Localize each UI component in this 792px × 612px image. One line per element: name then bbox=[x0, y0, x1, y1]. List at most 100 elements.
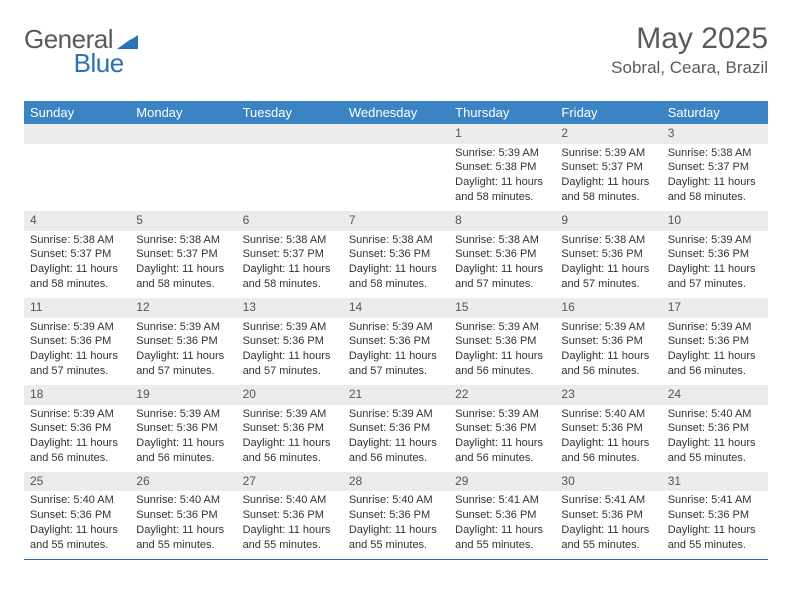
day-number: 16 bbox=[555, 298, 661, 318]
day-cell-body: Sunrise: 5:39 AMSunset: 5:36 PMDaylight:… bbox=[662, 231, 768, 298]
day-cell-body bbox=[343, 144, 449, 211]
day-cell-number: 16 bbox=[555, 298, 661, 318]
day-cell-number: 7 bbox=[343, 211, 449, 231]
day-details: Sunrise: 5:38 AMSunset: 5:37 PMDaylight:… bbox=[662, 144, 768, 211]
day-number: 13 bbox=[237, 298, 343, 318]
day-details: Sunrise: 5:39 AMSunset: 5:36 PMDaylight:… bbox=[24, 318, 130, 385]
day-header: Saturday bbox=[662, 101, 768, 124]
calendar-head: SundayMondayTuesdayWednesdayThursdayFrid… bbox=[24, 101, 768, 124]
day-details: Sunrise: 5:39 AMSunset: 5:36 PMDaylight:… bbox=[555, 318, 661, 385]
week-body: Sunrise: 5:39 AMSunset: 5:36 PMDaylight:… bbox=[24, 318, 768, 385]
day-cell-number: 23 bbox=[555, 385, 661, 405]
day-cell-number bbox=[343, 124, 449, 144]
day-details: Sunrise: 5:39 AMSunset: 5:36 PMDaylight:… bbox=[662, 318, 768, 385]
day-cell-number: 18 bbox=[24, 385, 130, 405]
day-cell-body: Sunrise: 5:38 AMSunset: 5:36 PMDaylight:… bbox=[343, 231, 449, 298]
day-cell-body: Sunrise: 5:39 AMSunset: 5:38 PMDaylight:… bbox=[449, 144, 555, 211]
day-cell-body: Sunrise: 5:40 AMSunset: 5:36 PMDaylight:… bbox=[237, 491, 343, 559]
day-number: 17 bbox=[662, 298, 768, 318]
brand-part2: Blue bbox=[74, 48, 124, 79]
day-number: 8 bbox=[449, 211, 555, 231]
day-cell-body: Sunrise: 5:39 AMSunset: 5:36 PMDaylight:… bbox=[449, 318, 555, 385]
day-details: Sunrise: 5:38 AMSunset: 5:37 PMDaylight:… bbox=[24, 231, 130, 298]
day-cell-body: Sunrise: 5:40 AMSunset: 5:36 PMDaylight:… bbox=[662, 405, 768, 472]
day-cell-body: Sunrise: 5:39 AMSunset: 5:36 PMDaylight:… bbox=[130, 405, 236, 472]
title-block: May 2025 Sobral, Ceara, Brazil bbox=[611, 24, 768, 78]
day-cell-number: 14 bbox=[343, 298, 449, 318]
day-details: Sunrise: 5:38 AMSunset: 5:37 PMDaylight:… bbox=[237, 231, 343, 298]
day-header: Thursday bbox=[449, 101, 555, 124]
day-details: Sunrise: 5:39 AMSunset: 5:36 PMDaylight:… bbox=[130, 405, 236, 472]
day-cell-body bbox=[130, 144, 236, 211]
day-details: Sunrise: 5:39 AMSunset: 5:38 PMDaylight:… bbox=[449, 144, 555, 211]
day-details: Sunrise: 5:40 AMSunset: 5:36 PMDaylight:… bbox=[555, 405, 661, 472]
day-cell-body: Sunrise: 5:39 AMSunset: 5:36 PMDaylight:… bbox=[343, 405, 449, 472]
day-number: 5 bbox=[130, 211, 236, 231]
day-details: Sunrise: 5:40 AMSunset: 5:36 PMDaylight:… bbox=[662, 405, 768, 472]
day-details: Sunrise: 5:41 AMSunset: 5:36 PMDaylight:… bbox=[449, 491, 555, 558]
month-title: May 2025 bbox=[611, 24, 768, 54]
day-header: Wednesday bbox=[343, 101, 449, 124]
week-numbers: 18192021222324 bbox=[24, 385, 768, 405]
day-cell-number: 2 bbox=[555, 124, 661, 144]
day-cell-body: Sunrise: 5:39 AMSunset: 5:36 PMDaylight:… bbox=[343, 318, 449, 385]
day-cell-number: 26 bbox=[130, 472, 236, 492]
week-body: Sunrise: 5:38 AMSunset: 5:37 PMDaylight:… bbox=[24, 231, 768, 298]
day-cell-number: 29 bbox=[449, 472, 555, 492]
day-details: Sunrise: 5:41 AMSunset: 5:36 PMDaylight:… bbox=[555, 491, 661, 558]
day-number: 10 bbox=[662, 211, 768, 231]
day-cell-body: Sunrise: 5:38 AMSunset: 5:37 PMDaylight:… bbox=[237, 231, 343, 298]
day-number: 21 bbox=[343, 385, 449, 405]
week-numbers: 25262728293031 bbox=[24, 472, 768, 492]
day-details bbox=[237, 144, 343, 196]
day-number: 9 bbox=[555, 211, 661, 231]
day-header: Sunday bbox=[24, 101, 130, 124]
day-details: Sunrise: 5:38 AMSunset: 5:37 PMDaylight:… bbox=[130, 231, 236, 298]
day-number: 29 bbox=[449, 472, 555, 492]
day-cell-number: 13 bbox=[237, 298, 343, 318]
day-cell-number: 10 bbox=[662, 211, 768, 231]
day-number: 31 bbox=[662, 472, 768, 492]
day-details: Sunrise: 5:39 AMSunset: 5:36 PMDaylight:… bbox=[343, 318, 449, 385]
day-number: 4 bbox=[24, 211, 130, 231]
location: Sobral, Ceara, Brazil bbox=[611, 58, 768, 78]
day-cell-number bbox=[130, 124, 236, 144]
day-number: 22 bbox=[449, 385, 555, 405]
day-number: 12 bbox=[130, 298, 236, 318]
day-number bbox=[237, 124, 343, 144]
day-cell-number: 17 bbox=[662, 298, 768, 318]
day-cell-body: Sunrise: 5:41 AMSunset: 5:36 PMDaylight:… bbox=[555, 491, 661, 559]
day-cell-body: Sunrise: 5:40 AMSunset: 5:36 PMDaylight:… bbox=[343, 491, 449, 559]
day-cell-number: 5 bbox=[130, 211, 236, 231]
day-cell-number: 27 bbox=[237, 472, 343, 492]
day-cell-body: Sunrise: 5:39 AMSunset: 5:37 PMDaylight:… bbox=[555, 144, 661, 211]
day-details: Sunrise: 5:39 AMSunset: 5:36 PMDaylight:… bbox=[449, 318, 555, 385]
day-cell-body: Sunrise: 5:39 AMSunset: 5:36 PMDaylight:… bbox=[555, 318, 661, 385]
day-details bbox=[343, 144, 449, 196]
day-details: Sunrise: 5:40 AMSunset: 5:36 PMDaylight:… bbox=[130, 491, 236, 558]
page: General May 2025 Sobral, Ceara, Brazil G… bbox=[0, 0, 792, 572]
day-details: Sunrise: 5:39 AMSunset: 5:36 PMDaylight:… bbox=[237, 318, 343, 385]
day-cell-body: Sunrise: 5:38 AMSunset: 5:37 PMDaylight:… bbox=[24, 231, 130, 298]
day-cell-body: Sunrise: 5:41 AMSunset: 5:36 PMDaylight:… bbox=[449, 491, 555, 559]
day-number: 7 bbox=[343, 211, 449, 231]
day-cell-number: 24 bbox=[662, 385, 768, 405]
day-cell-body: Sunrise: 5:38 AMSunset: 5:37 PMDaylight:… bbox=[662, 144, 768, 211]
day-number: 20 bbox=[237, 385, 343, 405]
day-cell-body: Sunrise: 5:39 AMSunset: 5:36 PMDaylight:… bbox=[237, 318, 343, 385]
day-number: 3 bbox=[662, 124, 768, 144]
day-cell-number bbox=[24, 124, 130, 144]
day-cell-number: 11 bbox=[24, 298, 130, 318]
day-number: 25 bbox=[24, 472, 130, 492]
day-cell-body bbox=[24, 144, 130, 211]
week-numbers: 45678910 bbox=[24, 211, 768, 231]
day-cell-body: Sunrise: 5:38 AMSunset: 5:37 PMDaylight:… bbox=[130, 231, 236, 298]
day-details: Sunrise: 5:38 AMSunset: 5:36 PMDaylight:… bbox=[555, 231, 661, 298]
day-details: Sunrise: 5:40 AMSunset: 5:36 PMDaylight:… bbox=[237, 491, 343, 558]
week-body: Sunrise: 5:39 AMSunset: 5:36 PMDaylight:… bbox=[24, 405, 768, 472]
day-number: 1 bbox=[449, 124, 555, 144]
day-cell-body: Sunrise: 5:39 AMSunset: 5:36 PMDaylight:… bbox=[24, 405, 130, 472]
day-cell-number: 3 bbox=[662, 124, 768, 144]
day-cell-body: Sunrise: 5:38 AMSunset: 5:36 PMDaylight:… bbox=[449, 231, 555, 298]
day-cell-number: 22 bbox=[449, 385, 555, 405]
